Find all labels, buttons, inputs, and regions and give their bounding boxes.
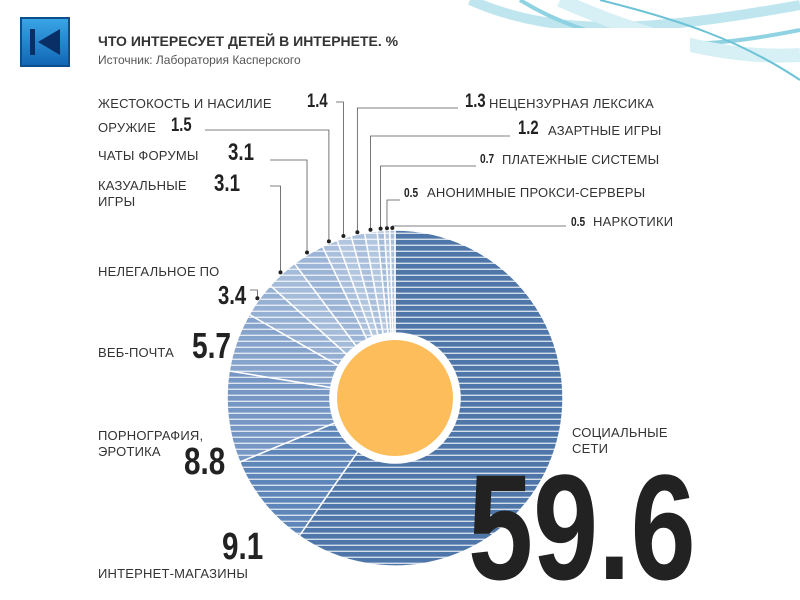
category-label: ЖЕСТОКОСТЬ И НАСИЛИЕ — [98, 96, 272, 111]
value-label: 1.3 — [465, 91, 486, 112]
value-label: 0.5 — [571, 214, 586, 229]
leader-dot — [305, 250, 310, 255]
value-label: 1.2 — [518, 118, 539, 139]
category-label: ИНТЕРНЕТ-МАГАЗИНЫ — [98, 566, 249, 581]
value-label: 3.4 — [218, 280, 247, 310]
category-label: ОРУЖИЕ — [98, 120, 156, 135]
center-disc — [337, 340, 453, 456]
category-label: КАЗУАЛЬНЫЕ ИГРЫ — [98, 178, 187, 209]
category-label: СОЦИАЛЬНЫЕ СЕТИ — [572, 425, 668, 456]
value-label: 0.7 — [480, 151, 495, 166]
category-label: НЕЦЕНЗУРНАЯ ЛЕКСИКА — [489, 96, 654, 111]
category-label: НАРКОТИКИ — [593, 214, 674, 229]
leader-line — [386, 199, 400, 229]
back-button[interactable] — [20, 17, 70, 67]
leader-line — [250, 289, 258, 299]
leader-dot — [255, 296, 260, 301]
category-label: ПОРНОГРАФИЯ, ЭРОТИКА — [98, 428, 204, 459]
leader-line — [270, 185, 281, 273]
value-label: 3.1 — [214, 170, 241, 197]
category-label: ЧАТЫ ФОРУМЫ — [98, 148, 199, 163]
value-label: 0.5 — [404, 185, 419, 200]
category-label: НЕЛЕГАЛЬНОЕ ПО — [98, 264, 220, 279]
leader-dot — [368, 227, 373, 232]
leader-line — [380, 165, 476, 229]
leader-dot — [378, 226, 383, 231]
leader-dot — [355, 230, 360, 235]
value-label: 1.5 — [171, 115, 192, 136]
value-label: 3.1 — [228, 139, 255, 166]
leader-line — [336, 101, 344, 237]
leader-line — [205, 129, 330, 242]
leader-dot — [326, 239, 331, 244]
leader-line — [370, 135, 510, 230]
leader-line — [270, 159, 308, 253]
leader-dot — [341, 234, 346, 239]
leader-dot — [384, 226, 389, 231]
chart-subtitle: Источник: Лаборатория Касперского — [98, 53, 301, 67]
category-label: ВЕБ-ПОЧТА — [98, 345, 175, 360]
chart-title: ЧТО ИНТЕРЕСУЕТ ДЕТЕЙ В ИНТЕРНЕТЕ. % — [98, 33, 399, 49]
leader-dot — [278, 270, 283, 275]
value-label: 1.4 — [307, 91, 328, 112]
leader-line — [356, 107, 458, 233]
leader-dot — [390, 226, 395, 231]
category-label: АНОНИМНЫЕ ПРОКСИ-СЕРВЕРЫ — [427, 185, 646, 200]
value-label: 59.6 — [468, 443, 696, 600]
value-label: 5.7 — [192, 325, 232, 366]
value-label: 9.1 — [222, 526, 264, 568]
category-label: АЗАРТНЫЕ ИГРЫ — [548, 123, 662, 138]
value-label: 8.8 — [184, 441, 226, 483]
category-label: ПЛАТЕЖНЫЕ СИСТЕМЫ — [502, 152, 660, 167]
